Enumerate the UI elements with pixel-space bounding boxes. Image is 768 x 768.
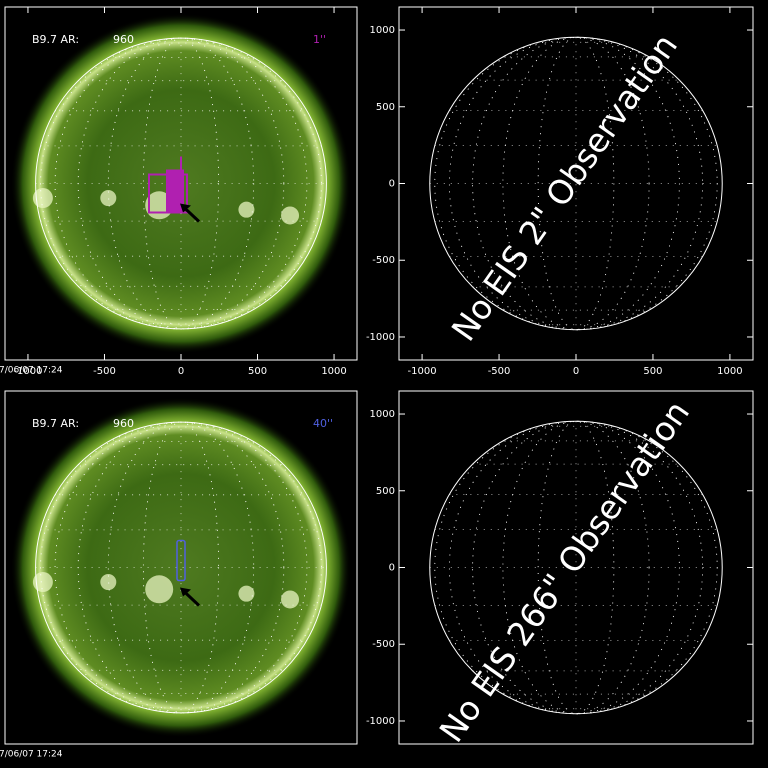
flare-class: B9.7 AR: [32,417,79,430]
grid-longitude [502,420,650,715]
active-region [281,206,300,225]
active-region [238,201,255,218]
grid-longitude [448,36,704,331]
panel [429,36,723,331]
grid-longitude [434,420,718,715]
y-tick-label: -500 [372,639,395,650]
grid-longitude [40,421,322,714]
slit-width: 1'' [313,33,326,46]
x-tick-label: 1000 [717,366,742,377]
y-tick-label: 1000 [370,409,395,420]
panel [10,13,352,354]
active-region [238,585,255,602]
arrow-head [180,587,191,597]
active-region [32,572,53,593]
active-region [100,574,117,591]
slit-width: 40'' [313,417,333,430]
active-region [100,190,117,207]
y-tick-label: -1000 [366,332,395,343]
grid-longitude [448,420,704,715]
active-region [32,188,53,209]
arrow-head [180,203,191,213]
x-tick-label: -500 [488,366,511,377]
solar-limb [429,420,723,715]
y-tick-label: 0 [389,563,395,574]
flare-class: B9.7 AR: [32,33,79,46]
x-tick-label: 0 [573,366,579,377]
x-tick-label: -1000 [408,366,437,377]
x-tick-label: 500 [643,366,662,377]
panel [429,420,723,715]
x-tick-label: 1000 [321,366,346,377]
y-tick-label: 500 [376,486,395,497]
grid-longitude [434,36,718,331]
active-region [281,590,300,609]
y-tick-label: -500 [372,255,395,266]
grid-longitude [40,37,322,330]
x-tick-label: -1000 [13,366,42,377]
grid-longitude [537,36,615,331]
panel [10,397,352,738]
x-tick-label: 0 [178,366,184,377]
y-tick-label: -1000 [366,716,395,727]
ar-number: 960 [113,33,134,46]
grid-longitude [502,36,650,331]
ar-number: 960 [113,417,134,430]
x-tick-label: -500 [93,366,116,377]
timestamp: 7/06/07 17:24 [0,750,63,760]
timestamp: 7/06/07 17:24 [0,366,63,376]
grid-longitude [54,421,308,714]
x-tick-label: 500 [248,366,267,377]
sun-corona [10,397,352,738]
grid-longitude [54,37,308,330]
y-tick-label: 500 [376,102,395,113]
slit-box [176,539,186,582]
panel-frame [4,390,358,745]
slit-raster [166,169,184,213]
y-tick-label: 0 [389,179,395,190]
y-tick-label: 1000 [370,25,395,36]
grid-longitude [537,420,615,715]
active-region [145,575,174,604]
